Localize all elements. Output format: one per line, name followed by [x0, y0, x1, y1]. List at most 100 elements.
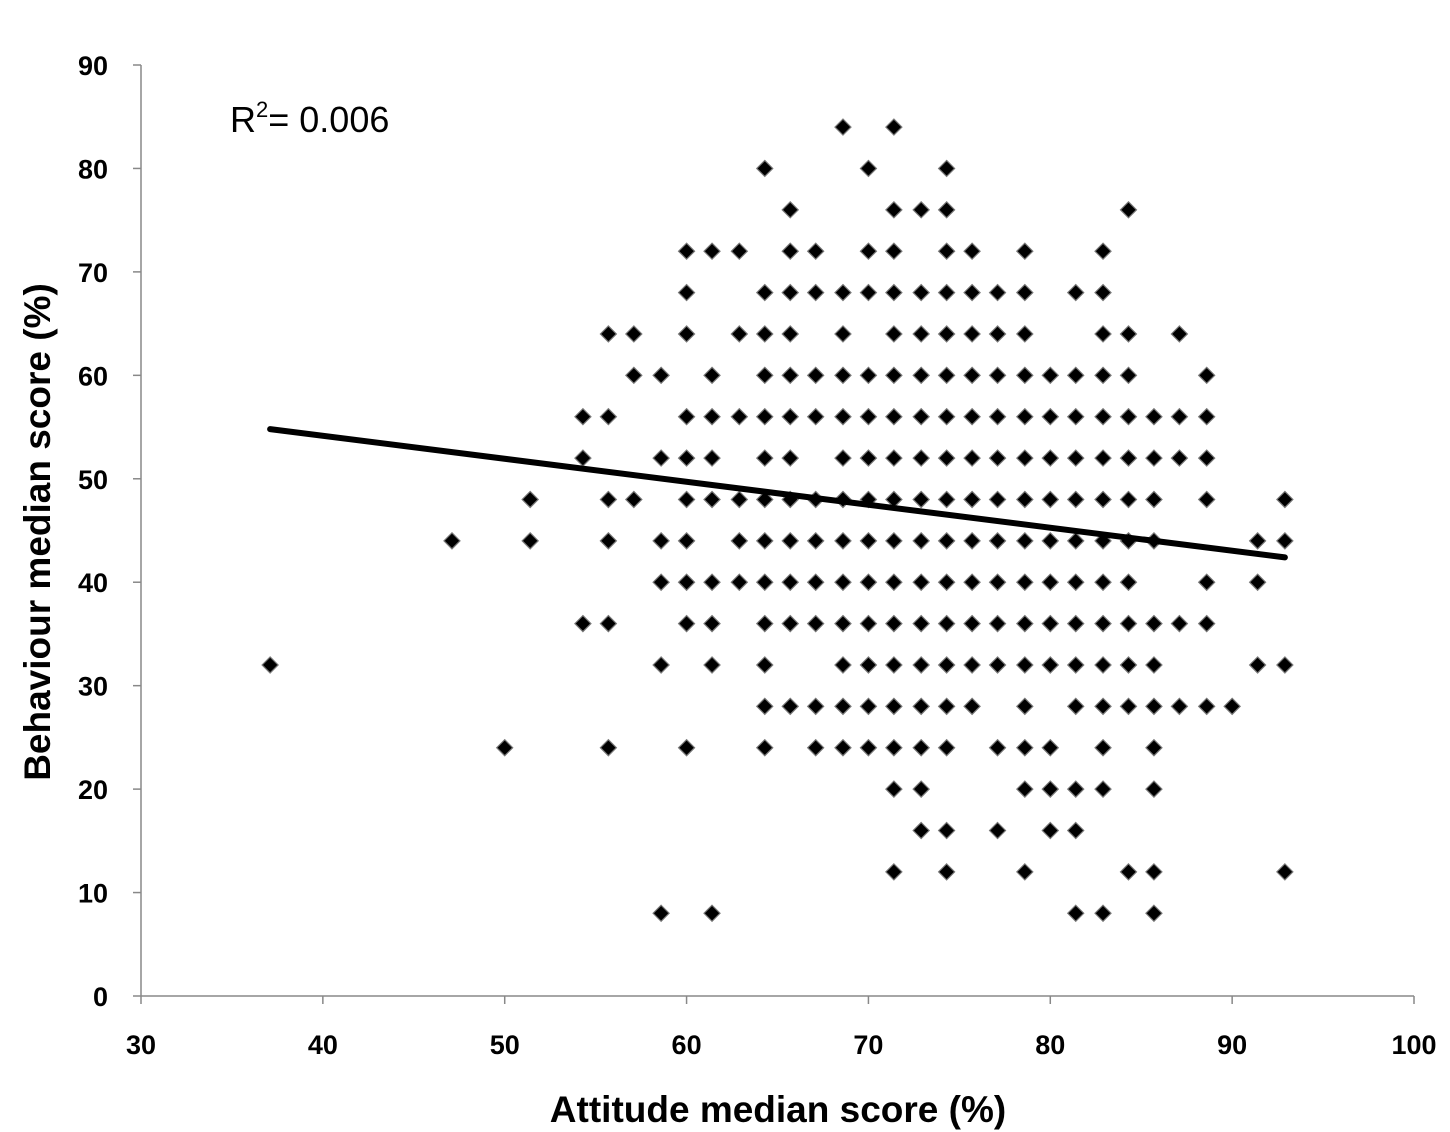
- data-point: [806, 407, 825, 426]
- data-point: [781, 283, 800, 302]
- data-point: [1119, 573, 1138, 592]
- data-point: [1170, 697, 1189, 716]
- data-point: [859, 697, 878, 716]
- data-point: [963, 490, 981, 509]
- data-point: [1041, 407, 1060, 426]
- data-point: [806, 531, 825, 550]
- x-tick-label: 70: [853, 1030, 883, 1060]
- data-point: [1015, 407, 1034, 426]
- data-point: [806, 283, 825, 302]
- data-point: [1197, 449, 1216, 467]
- data-point: [859, 449, 878, 467]
- data-point: [937, 738, 956, 757]
- data-point: [806, 697, 825, 716]
- data-point: [755, 366, 774, 385]
- data-point: [703, 573, 721, 592]
- data-point: [677, 490, 696, 509]
- data-point: [1276, 531, 1294, 550]
- data-point: [1066, 407, 1085, 426]
- data-point: [1145, 780, 1163, 798]
- data-point: [1041, 738, 1060, 757]
- data-point: [885, 697, 903, 716]
- data-point: [912, 614, 931, 633]
- y-tick-label: 60: [78, 361, 108, 391]
- data-point: [755, 407, 774, 426]
- data-point: [1119, 490, 1138, 509]
- data-point: [1015, 490, 1034, 509]
- data-point: [521, 490, 540, 509]
- x-tick-label: 40: [308, 1030, 338, 1060]
- y-tick-label: 80: [78, 154, 108, 184]
- data-point: [652, 449, 670, 467]
- data-point: [1066, 821, 1085, 840]
- data-point: [652, 904, 670, 923]
- data-point: [1066, 780, 1085, 798]
- x-axis-title: Attitude median score (%): [550, 1089, 1006, 1130]
- data-point: [1041, 656, 1060, 674]
- data-point: [937, 325, 956, 343]
- data-point: [1041, 531, 1060, 550]
- data-point: [1094, 614, 1112, 633]
- data-point: [963, 573, 981, 592]
- data-point: [755, 283, 774, 302]
- data-point: [1066, 449, 1085, 467]
- data-point: [834, 283, 852, 302]
- data-point: [859, 738, 878, 757]
- data-point: [1197, 407, 1216, 426]
- x-tick-label: 50: [490, 1030, 520, 1060]
- data-point: [988, 407, 1007, 426]
- x-tick-label: 90: [1217, 1030, 1247, 1060]
- data-point: [859, 242, 878, 261]
- data-point: [677, 325, 696, 343]
- data-point: [261, 656, 279, 674]
- data-point: [624, 366, 643, 385]
- data-point: [1066, 573, 1085, 592]
- data-point: [703, 656, 721, 674]
- x-tick-label: 30: [126, 1030, 156, 1060]
- data-point: [1197, 366, 1216, 385]
- data-point: [703, 490, 721, 509]
- data-point: [730, 573, 749, 592]
- r-squared-annotation: R2= 0.006: [230, 97, 389, 140]
- data-point: [730, 531, 749, 550]
- data-point: [937, 159, 956, 178]
- data-point: [1066, 283, 1085, 302]
- x-axis-ticks: 30 40 50 60 70 80 90 100: [126, 996, 1437, 1060]
- data-point: [755, 656, 774, 674]
- data-point: [937, 242, 956, 261]
- data-point: [703, 614, 721, 633]
- data-point: [781, 573, 800, 592]
- data-point: [834, 118, 852, 136]
- data-point: [781, 697, 800, 716]
- data-point: [834, 697, 852, 716]
- data-point: [703, 449, 721, 467]
- data-point: [1015, 283, 1034, 302]
- data-point: [1248, 656, 1267, 674]
- y-axis-title: Behaviour median score (%): [17, 283, 58, 781]
- data-point: [1094, 242, 1112, 261]
- data-point: [1066, 366, 1085, 385]
- data-point: [1094, 573, 1112, 592]
- data-point: [1015, 614, 1034, 633]
- data-point: [599, 407, 618, 426]
- data-point: [885, 738, 903, 757]
- data-point: [937, 366, 956, 385]
- data-point: [781, 325, 800, 343]
- data-point: [1015, 573, 1034, 592]
- data-point: [937, 614, 956, 633]
- y-tick-label: 70: [78, 258, 108, 288]
- data-point: [677, 283, 696, 302]
- data-point: [806, 242, 825, 261]
- data-point: [730, 325, 749, 343]
- data-point: [937, 656, 956, 674]
- data-point: [988, 449, 1007, 467]
- data-point: [963, 656, 981, 674]
- data-point: [834, 531, 852, 550]
- data-point: [963, 407, 981, 426]
- data-point: [1197, 573, 1216, 592]
- data-point: [912, 490, 931, 509]
- data-point: [912, 821, 931, 840]
- data-point: [912, 656, 931, 674]
- data-point: [963, 531, 981, 550]
- data-point: [703, 904, 721, 923]
